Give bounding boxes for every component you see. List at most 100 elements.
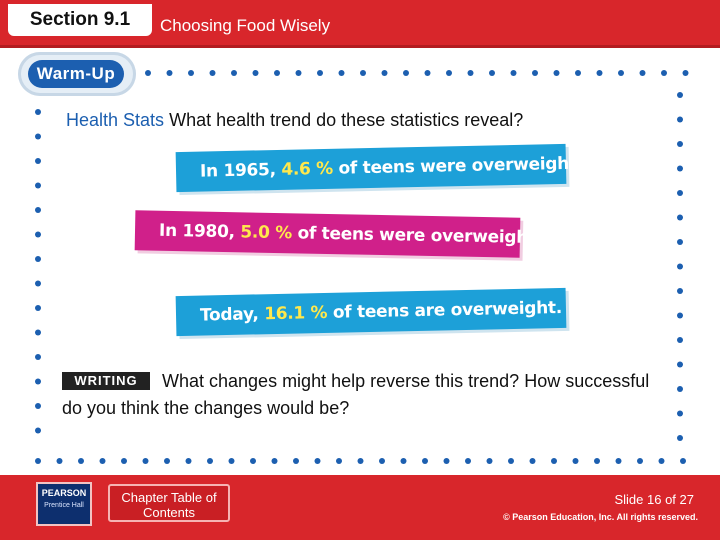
page-title: Choosing Food Wisely bbox=[160, 16, 331, 35]
frame-dot bbox=[35, 378, 41, 385]
frame-dot bbox=[529, 458, 536, 464]
frame-dot bbox=[360, 70, 366, 76]
frame-dot bbox=[314, 458, 321, 464]
frame-dot bbox=[465, 458, 471, 464]
stat-suffix: of teens were overweight. bbox=[291, 223, 543, 249]
frame-dot bbox=[680, 458, 686, 464]
frame-dot bbox=[121, 458, 127, 464]
frame-dot bbox=[185, 458, 192, 464]
frame-dot bbox=[677, 165, 683, 172]
frame-dot bbox=[35, 182, 41, 189]
frame-dot bbox=[35, 403, 41, 409]
frame-dot bbox=[274, 70, 280, 76]
frame-dot bbox=[78, 458, 84, 464]
stat-prefix: In 1980, bbox=[158, 220, 241, 243]
frame-dot bbox=[379, 458, 385, 464]
writing-prompt: What changes might help reverse this tre… bbox=[62, 371, 650, 418]
frame-dot bbox=[35, 427, 41, 434]
frame-dot bbox=[510, 70, 517, 76]
frame-dot bbox=[209, 70, 216, 76]
frame-dot bbox=[35, 305, 41, 311]
frame-dot bbox=[422, 458, 428, 464]
pearson-logo-sub: Prentice Hall bbox=[44, 502, 84, 509]
frame-dot bbox=[357, 458, 364, 464]
question: Health Stats What health trend do these … bbox=[66, 110, 523, 131]
frame-dot bbox=[615, 458, 622, 464]
frame-dot bbox=[572, 458, 579, 464]
frame-dot bbox=[677, 263, 683, 270]
frame-dot bbox=[551, 458, 557, 464]
warmup-label: Warm-Up bbox=[28, 60, 124, 88]
frame-dot bbox=[661, 70, 667, 76]
frame-dot bbox=[35, 158, 41, 164]
section-tab: Section 9.1 bbox=[8, 4, 152, 36]
frame-dot bbox=[575, 70, 581, 76]
frame-dot bbox=[677, 239, 683, 245]
frame-dot bbox=[467, 70, 474, 76]
frame-dot bbox=[317, 70, 323, 76]
frame-dot bbox=[639, 70, 646, 76]
frame-dot bbox=[486, 458, 493, 464]
frame-dot bbox=[35, 329, 41, 336]
warmup-badge: Warm-Up bbox=[18, 52, 136, 96]
frame-dot bbox=[677, 312, 683, 319]
frame-dot bbox=[35, 207, 41, 213]
frame-dot bbox=[35, 354, 41, 360]
stat-banner-1980: In 1980, 5.0 % of teens were overweight. bbox=[134, 210, 542, 258]
frame-dot bbox=[35, 458, 41, 464]
frame-dot bbox=[446, 70, 452, 76]
frame-dot bbox=[677, 141, 683, 147]
question-text: What health trend do these statistics re… bbox=[169, 110, 524, 130]
frame-dot bbox=[677, 337, 683, 343]
chapter-toc-button[interactable]: Chapter Table of Contents bbox=[108, 484, 230, 522]
frame-dot bbox=[35, 231, 41, 238]
frame-dot bbox=[336, 458, 342, 464]
frame-dot bbox=[677, 288, 683, 294]
frame-dot bbox=[532, 70, 538, 76]
frame-dot bbox=[403, 70, 409, 76]
stat-prefix: In 1965, bbox=[199, 159, 282, 182]
frame-dot bbox=[228, 458, 235, 464]
frame-dot bbox=[145, 70, 151, 76]
frame-dot bbox=[166, 70, 173, 76]
frame-dot bbox=[56, 458, 63, 464]
frame-dot bbox=[637, 458, 643, 464]
header-shadow bbox=[0, 45, 720, 48]
frame-dot bbox=[553, 70, 560, 76]
frame-dot bbox=[618, 70, 624, 76]
frame-dot bbox=[295, 70, 302, 76]
stat-value: 16.1 % bbox=[264, 302, 328, 325]
frame-dot bbox=[677, 116, 683, 123]
frame-dot bbox=[99, 458, 106, 464]
frame-dot bbox=[682, 70, 689, 76]
pearson-logo-text: PEARSON bbox=[41, 488, 87, 498]
copyright: © Pearson Education, Inc. All rights res… bbox=[503, 512, 698, 522]
frame-dot bbox=[424, 70, 431, 76]
stat-suffix: of teens are overweight. bbox=[327, 298, 563, 323]
frame-dot bbox=[207, 458, 213, 464]
frame-dot bbox=[596, 70, 603, 76]
frame-dot bbox=[677, 361, 683, 368]
frame-dot bbox=[677, 190, 683, 196]
frame-dot bbox=[164, 458, 170, 464]
frame-dot bbox=[658, 458, 665, 464]
stat-suffix: of teens were overweight. bbox=[332, 153, 584, 179]
frame-dot bbox=[252, 70, 259, 76]
frame-dot bbox=[188, 70, 194, 76]
frame-dot bbox=[271, 458, 278, 464]
pearson-logo[interactable]: PEARSON Prentice Hall bbox=[36, 482, 92, 526]
frame-dot bbox=[594, 458, 600, 464]
frame-dot bbox=[142, 458, 149, 464]
frame-dot bbox=[677, 386, 683, 392]
stat-value: 4.6 % bbox=[281, 158, 334, 180]
frame-dot bbox=[400, 458, 407, 464]
frame-dot bbox=[677, 435, 683, 441]
frame-dot bbox=[250, 458, 256, 464]
frame-dot bbox=[677, 92, 683, 98]
frame-dot bbox=[489, 70, 495, 76]
stat-banner-1965: In 1965, 4.6 % of teens were overweight. bbox=[175, 143, 583, 193]
frame-dot bbox=[508, 458, 514, 464]
frame-dot bbox=[338, 70, 345, 76]
frame-dot bbox=[293, 458, 299, 464]
